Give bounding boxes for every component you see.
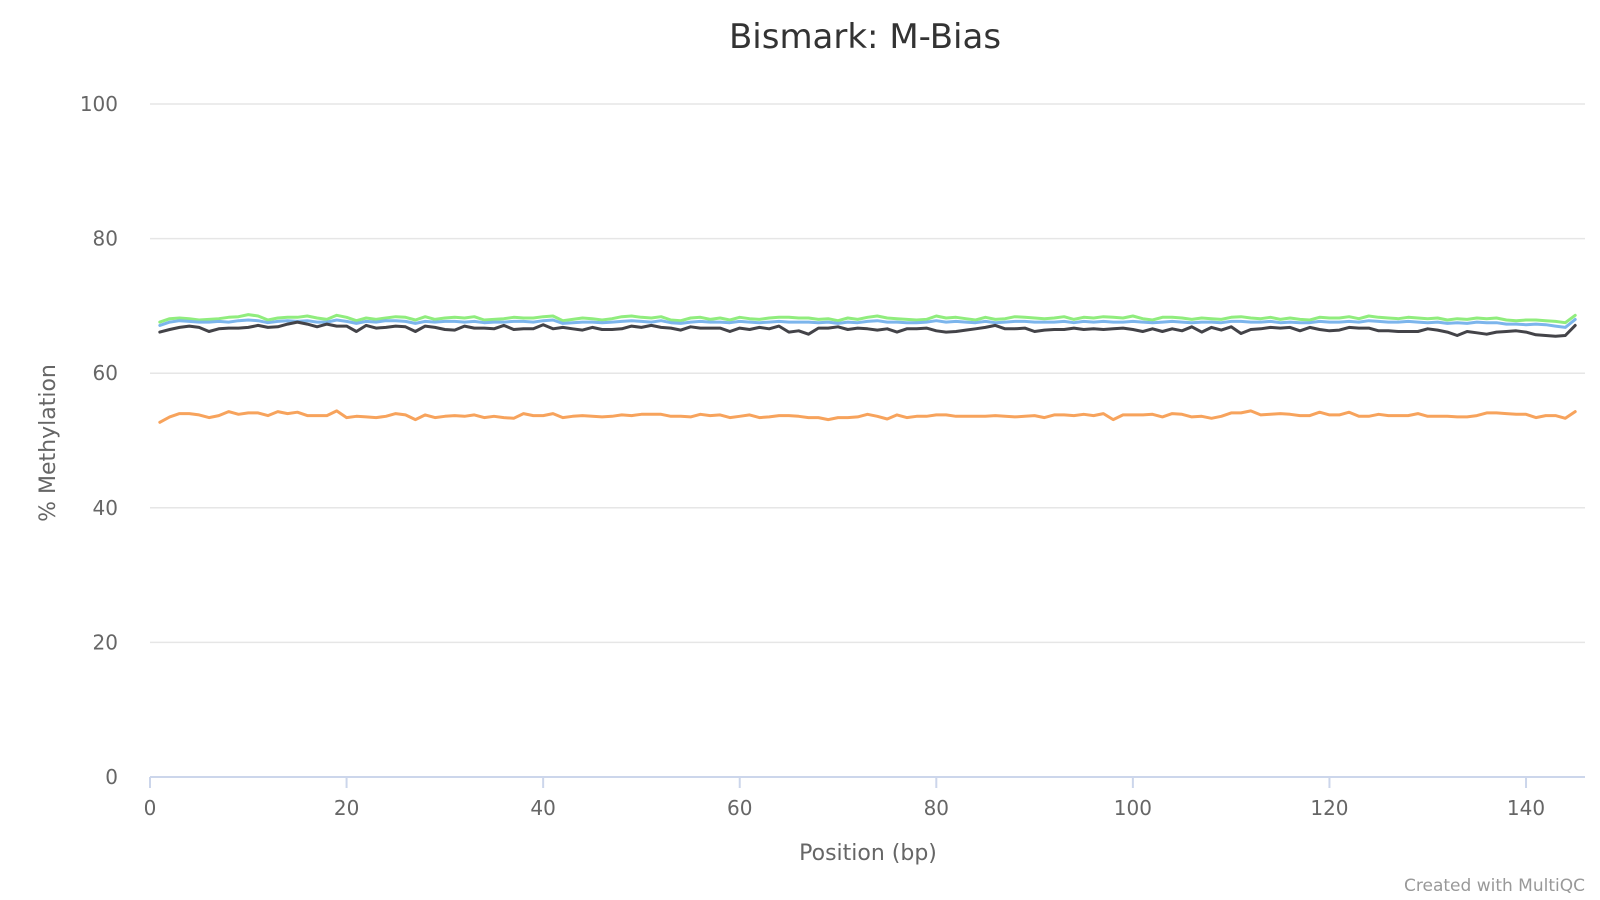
y-tick-label: 20 bbox=[93, 630, 118, 654]
y-tick-label: 80 bbox=[93, 227, 118, 251]
x-tick-label: 40 bbox=[530, 796, 555, 820]
series-line-4[interactable] bbox=[158, 409, 1577, 424]
x-tick-label: 20 bbox=[334, 796, 359, 820]
x-tick-label: 60 bbox=[727, 796, 752, 820]
series-line-1[interactable] bbox=[158, 313, 1577, 325]
axes: 0 20 40 60 80 100 0 20 40 60 80 100 120 140 bbox=[80, 92, 1585, 820]
x-tick-label: 100 bbox=[1114, 796, 1152, 820]
x-tick-label: 80 bbox=[924, 796, 949, 820]
x-tick-label: 0 bbox=[144, 796, 157, 820]
y-tick-label: 60 bbox=[93, 361, 118, 385]
y-tick-label: 100 bbox=[80, 92, 118, 116]
y-tick-label: 0 bbox=[105, 765, 118, 789]
x-axis-title: Position (bp) bbox=[799, 841, 937, 866]
series-lines bbox=[158, 313, 1577, 424]
credit-label[interactable]: Created with MultiQC bbox=[1404, 876, 1585, 896]
series-line-3[interactable] bbox=[158, 320, 1577, 338]
gridlines bbox=[150, 103, 1585, 644]
chart-title: Bismark: M-Bias bbox=[729, 17, 1001, 57]
x-tick-label: 120 bbox=[1310, 796, 1348, 820]
x-tick-label: 140 bbox=[1507, 796, 1545, 820]
series-line-2[interactable] bbox=[158, 317, 1577, 329]
y-axis-title: % Methylation bbox=[36, 364, 61, 522]
y-tick-label: 40 bbox=[93, 496, 118, 520]
